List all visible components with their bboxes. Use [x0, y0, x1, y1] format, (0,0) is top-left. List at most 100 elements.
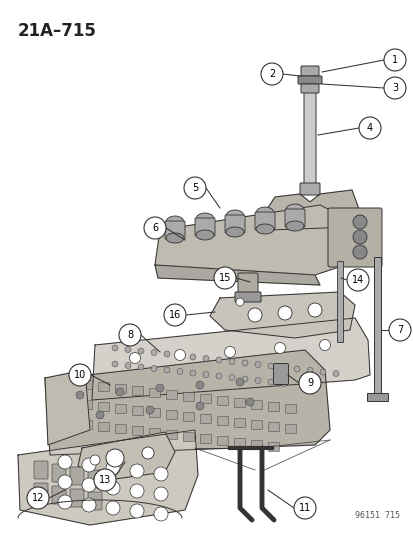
FancyBboxPatch shape: [200, 394, 211, 403]
Circle shape: [58, 455, 72, 469]
FancyBboxPatch shape: [297, 76, 321, 84]
Text: 11: 11: [298, 503, 311, 513]
FancyBboxPatch shape: [81, 421, 92, 430]
Circle shape: [82, 498, 96, 512]
Circle shape: [346, 269, 368, 291]
Circle shape: [293, 497, 315, 519]
FancyBboxPatch shape: [300, 66, 318, 76]
Circle shape: [254, 361, 260, 367]
Circle shape: [275, 374, 283, 382]
Circle shape: [130, 484, 144, 498]
Circle shape: [177, 368, 183, 375]
FancyBboxPatch shape: [115, 424, 126, 433]
Circle shape: [183, 177, 206, 199]
FancyBboxPatch shape: [183, 413, 194, 422]
FancyBboxPatch shape: [81, 400, 92, 409]
FancyBboxPatch shape: [367, 393, 387, 401]
Circle shape: [58, 475, 72, 489]
Text: 15: 15: [218, 273, 230, 283]
Ellipse shape: [285, 204, 303, 216]
Circle shape: [151, 366, 157, 372]
Text: 9: 9: [306, 378, 312, 388]
Polygon shape: [45, 370, 90, 445]
Circle shape: [332, 370, 338, 376]
Circle shape: [112, 345, 118, 351]
Polygon shape: [78, 432, 175, 480]
Circle shape: [112, 361, 118, 367]
Ellipse shape: [195, 213, 214, 225]
FancyBboxPatch shape: [273, 364, 288, 384]
Circle shape: [106, 461, 120, 475]
FancyBboxPatch shape: [64, 399, 75, 408]
FancyBboxPatch shape: [98, 383, 109, 392]
Circle shape: [146, 406, 154, 414]
FancyBboxPatch shape: [149, 408, 160, 417]
Circle shape: [106, 501, 120, 515]
Polygon shape: [45, 350, 329, 455]
FancyBboxPatch shape: [70, 489, 84, 507]
Circle shape: [82, 478, 96, 492]
Text: 10: 10: [74, 370, 86, 380]
FancyBboxPatch shape: [132, 407, 143, 416]
Circle shape: [142, 447, 154, 459]
Circle shape: [267, 379, 273, 385]
FancyBboxPatch shape: [132, 426, 143, 435]
Circle shape: [154, 487, 168, 501]
FancyBboxPatch shape: [149, 389, 160, 398]
Circle shape: [202, 356, 209, 361]
Circle shape: [164, 367, 170, 373]
Circle shape: [177, 352, 183, 359]
FancyBboxPatch shape: [81, 381, 92, 390]
FancyBboxPatch shape: [132, 386, 143, 395]
FancyBboxPatch shape: [374, 257, 380, 399]
FancyBboxPatch shape: [200, 434, 211, 443]
Circle shape: [307, 303, 321, 317]
FancyBboxPatch shape: [337, 262, 343, 343]
Circle shape: [242, 376, 247, 382]
FancyBboxPatch shape: [149, 429, 160, 438]
Circle shape: [280, 381, 286, 386]
Circle shape: [352, 230, 366, 244]
Circle shape: [58, 495, 72, 509]
FancyBboxPatch shape: [52, 486, 66, 504]
Circle shape: [106, 449, 124, 467]
FancyBboxPatch shape: [217, 437, 228, 446]
Text: 21A–715: 21A–715: [18, 22, 97, 40]
Ellipse shape: [166, 216, 183, 228]
Circle shape: [164, 351, 170, 357]
FancyBboxPatch shape: [299, 183, 319, 195]
Circle shape: [164, 304, 185, 326]
Circle shape: [174, 350, 185, 360]
Circle shape: [228, 375, 235, 381]
FancyBboxPatch shape: [234, 418, 245, 427]
FancyBboxPatch shape: [52, 464, 66, 482]
FancyBboxPatch shape: [234, 399, 245, 408]
FancyBboxPatch shape: [64, 378, 75, 387]
Circle shape: [27, 487, 49, 509]
FancyBboxPatch shape: [64, 418, 75, 427]
FancyBboxPatch shape: [268, 402, 279, 411]
Circle shape: [277, 306, 291, 320]
Circle shape: [195, 402, 204, 410]
FancyBboxPatch shape: [34, 483, 48, 501]
Text: 3: 3: [391, 83, 397, 93]
Circle shape: [260, 63, 282, 85]
FancyBboxPatch shape: [235, 292, 260, 302]
Circle shape: [235, 298, 243, 306]
Text: 7: 7: [396, 325, 402, 335]
Ellipse shape: [225, 210, 243, 222]
FancyBboxPatch shape: [234, 439, 245, 448]
Circle shape: [242, 360, 247, 366]
FancyBboxPatch shape: [70, 467, 84, 485]
FancyBboxPatch shape: [300, 84, 318, 93]
Circle shape: [76, 391, 84, 399]
Polygon shape: [92, 318, 369, 400]
Circle shape: [388, 319, 410, 341]
Text: 96151 715: 96151 715: [354, 511, 399, 520]
Circle shape: [119, 324, 141, 346]
Ellipse shape: [225, 227, 243, 237]
Text: 2: 2: [268, 69, 275, 79]
Circle shape: [383, 77, 405, 99]
Circle shape: [235, 378, 243, 386]
Polygon shape: [154, 205, 359, 275]
